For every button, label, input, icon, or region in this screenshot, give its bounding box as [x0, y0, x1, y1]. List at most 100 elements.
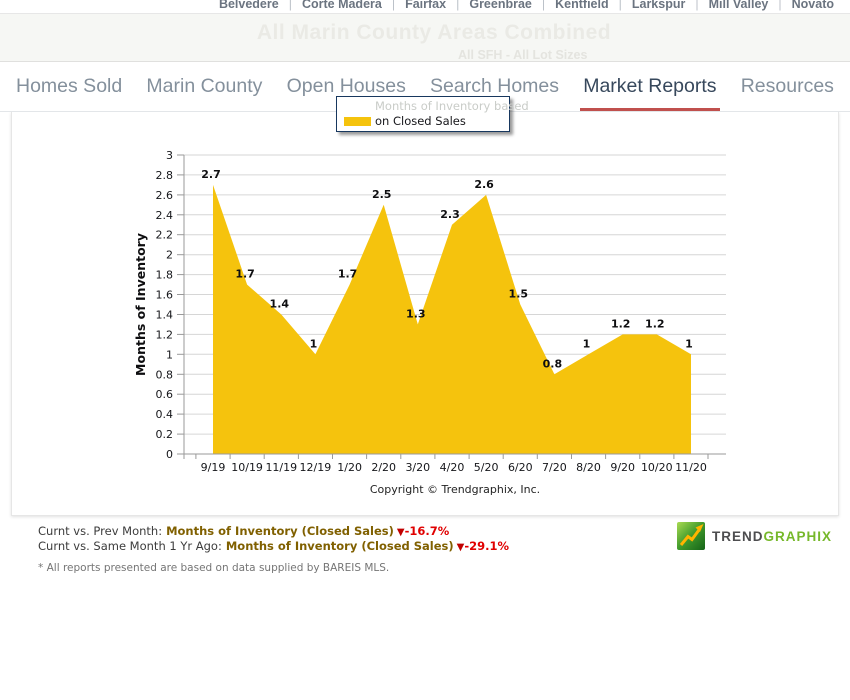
x-tick-label: 10/20	[641, 461, 673, 474]
city-nav-item-fairfax[interactable]: Fairfax	[405, 0, 447, 11]
y-tick-label: 1.6	[156, 289, 174, 302]
stat-label: Curnt vs. Prev Month:	[38, 524, 163, 538]
y-tick-label: 0.2	[156, 428, 174, 441]
value-label: 1.4	[270, 298, 290, 311]
city-nav-item-belvedere[interactable]: Belvedere	[218, 0, 279, 11]
trendgraphix-logo-icon	[677, 522, 705, 550]
data-source-note: * All reports presented are based on dat…	[38, 562, 390, 574]
y-tick-label: 0.6	[156, 388, 174, 401]
legend-swatch	[344, 117, 371, 126]
x-tick-label: 9/19	[201, 461, 226, 474]
legend-text-line2: on Closed Sales	[375, 114, 466, 128]
stat-row: Curnt vs. Same Month 1 Yr Ago: Months of …	[38, 539, 509, 553]
city-nav: Belvedere | Corte Madera | Fairfax | Greenbrae…	[0, 0, 850, 14]
stat-label: Curnt vs. Same Month 1 Yr Ago:	[38, 539, 222, 553]
city-nav-item-novato[interactable]: Novato	[791, 0, 834, 11]
x-tick-label: 9/20	[610, 461, 635, 474]
x-tick-label: 1/20	[337, 461, 362, 474]
legend-text-line1: Months of Inventory based	[375, 99, 529, 113]
x-tick-label: 3/20	[405, 461, 430, 474]
value-label: 1.2	[645, 317, 665, 330]
value-label: 1.7	[338, 268, 358, 281]
y-tick-label: 2.8	[156, 169, 174, 182]
y-tick-label: 2.6	[156, 189, 174, 202]
value-label: 1	[685, 337, 693, 350]
value-label: 0.8	[543, 357, 563, 370]
y-tick-label: 2.2	[156, 229, 174, 242]
stats-summary: Curnt vs. Prev Month: Months of Inventory…	[38, 524, 509, 554]
city-nav-list: Belvedere | Corte Madera | Fairfax | Greenbrae…	[0, 0, 850, 11]
y-tick-label: 0	[166, 448, 173, 461]
stat-metric: Months of Inventory (Closed Sales)	[166, 524, 394, 538]
y-axis-title: Months of Inventory	[133, 233, 148, 376]
hero-subtitle: All SFH - All Lot Sizes	[458, 48, 588, 62]
hero-banner: All Marin County Areas Combined All SFH …	[0, 14, 850, 62]
x-tick-label: 4/20	[440, 461, 465, 474]
city-nav-item-corte-madera[interactable]: Corte Madera	[301, 0, 382, 11]
stat-row: Curnt vs. Prev Month: Months of Inventory…	[38, 524, 509, 538]
main-tab-bar: Homes Sold Marin County Open Houses Search …	[0, 62, 850, 112]
x-tick-label: 8/20	[576, 461, 601, 474]
stat-change-value: -29.1%	[464, 539, 510, 553]
y-tick-label: 2	[166, 249, 173, 262]
tab-market-reports[interactable]: Market Reports	[580, 75, 720, 111]
y-tick-label: 1.4	[156, 309, 174, 322]
value-label: 1	[310, 337, 318, 350]
chart-panel: 0 0.2 0.4 0.6 0.8 1 1.2 1.4 1.6 1.8 2 2.2 2.4 2.6 2.8 3…	[11, 112, 839, 516]
trendgraphix-logo[interactable]: TRENDGRAPHIX	[677, 522, 832, 550]
city-separator: |	[541, 0, 546, 11]
x-tick-label: 6/20	[508, 461, 533, 474]
city-separator: |	[456, 0, 460, 11]
value-label: 1.2	[611, 317, 631, 330]
stat-metric: Months of Inventory (Closed Sales)	[225, 539, 454, 553]
inventory-area-chart: 0 0.2 0.4 0.6 0.8 1 1.2 1.4 1.6 1.8 2 2.2 2.4 2.6 2.8 3…	[133, 149, 726, 496]
tab-marin-county[interactable]: Marin County	[146, 75, 263, 97]
x-tick-label: 12/19	[300, 461, 332, 474]
value-label: 1.3	[406, 307, 426, 320]
x-tick-label: 7/20	[542, 461, 567, 474]
value-label: 2.3	[440, 208, 460, 221]
x-tick-label: 2/20	[371, 461, 396, 474]
city-nav-item-mill-valley[interactable]: Mill Valley	[708, 0, 769, 11]
value-label: 2.5	[372, 188, 392, 201]
y-tick-label: 2.4	[156, 209, 174, 222]
x-tick-label: 10/19	[231, 461, 263, 474]
logo-text-trend: TREND	[712, 528, 764, 544]
hero-title: All Marin County Areas Combined	[256, 21, 612, 44]
chart-legend: Months of Inventory based on Closed Sale…	[336, 96, 529, 132]
x-tick-label: 11/20	[675, 461, 707, 474]
tab-resources[interactable]: Resources	[740, 75, 834, 97]
city-nav-item-greenbrae[interactable]: Greenbrae	[469, 0, 532, 11]
x-tick-label: 11/19	[265, 461, 297, 474]
value-label: 1.5	[509, 288, 529, 301]
value-label: 2.7	[201, 168, 221, 181]
city-separator: |	[391, 0, 396, 11]
stat-change-value: -16.7%	[404, 524, 450, 538]
value-label: 1.7	[235, 268, 255, 281]
logo-text-graphix: GRAPHIX	[763, 528, 833, 544]
y-tick-label: 1	[166, 348, 173, 361]
city-nav-item-larkspur[interactable]: Larkspur	[631, 0, 686, 11]
y-tick-label: 0.4	[156, 408, 174, 421]
x-tick-label: 5/20	[474, 461, 499, 474]
city-separator: |	[695, 0, 699, 11]
tab-homes-sold[interactable]: Homes Sold	[16, 75, 123, 97]
city-separator: |	[778, 0, 782, 11]
area-series	[213, 184, 691, 454]
trendgraphix-logo-text: TRENDGRAPHIX	[712, 529, 832, 544]
chart-copyright: Copyright © Trendgraphix, Inc.	[370, 483, 540, 496]
value-label: 2.6	[474, 178, 494, 191]
y-tick-label: 1.8	[156, 269, 174, 282]
city-nav-item-kentfield[interactable]: Kentfield	[555, 0, 609, 11]
city-separator: |	[618, 0, 622, 11]
tab-open-houses[interactable]: Open Houses	[286, 75, 406, 97]
city-separator: |	[288, 0, 292, 11]
y-tick-label: 3	[166, 149, 173, 162]
value-label: 1	[583, 337, 591, 350]
tab-search-homes[interactable]: Search Homes	[430, 75, 560, 97]
y-tick-label: 1.2	[156, 328, 174, 341]
down-arrow-icon: ▼	[456, 542, 465, 553]
y-tick-label: 0.8	[156, 368, 174, 381]
down-arrow-icon: ▼	[396, 527, 405, 538]
